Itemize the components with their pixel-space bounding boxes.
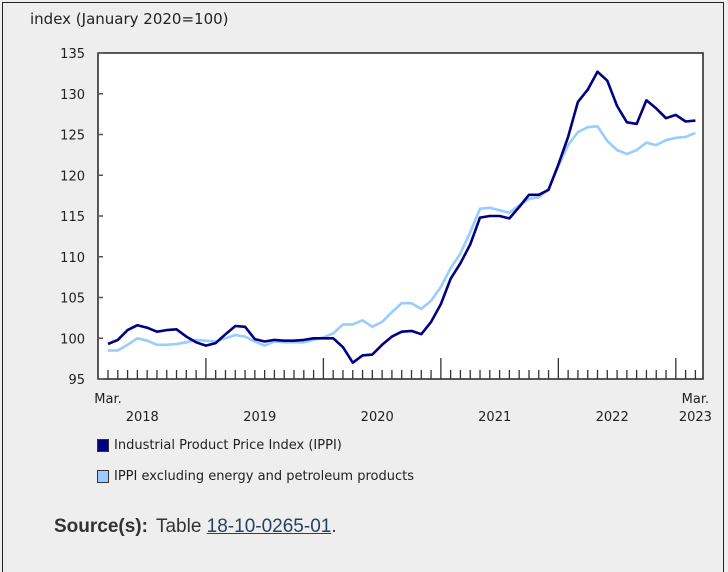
series-line-1 xyxy=(108,125,696,352)
x-year-label: 2021 xyxy=(478,410,511,425)
source-label: Source(s): xyxy=(54,516,148,537)
legend-label: IPPI excluding energy and petroleum prod… xyxy=(114,469,414,484)
y-tick-label: 100 xyxy=(60,332,85,347)
x-year-label: 2020 xyxy=(361,410,394,425)
legend-swatch-ippi-excl xyxy=(97,470,109,483)
source-note: Source(s): Table 18-10-0265-01. xyxy=(54,516,337,538)
y-tick-label: 110 xyxy=(60,251,85,266)
source-prefix: Table xyxy=(155,516,207,537)
legend-item-ippi: Industrial Product Price Index (IPPI) xyxy=(97,438,342,453)
x-month-label-end: Mar. xyxy=(682,392,709,407)
legend-swatch-ippi xyxy=(97,439,109,452)
y-tick-label: 130 xyxy=(60,88,85,103)
y-tick-label: 95 xyxy=(68,373,85,388)
source-table-link[interactable]: 18-10-0265-01 xyxy=(206,516,332,537)
y-tick-label: 135 xyxy=(60,47,85,62)
x-year-label: 2019 xyxy=(243,410,276,425)
source-suffix: . xyxy=(331,516,337,537)
legend-item-ippi-excl: IPPI excluding energy and petroleum prod… xyxy=(97,469,414,484)
y-tick-label: 105 xyxy=(60,292,85,307)
x-year-label: 2018 xyxy=(126,410,159,425)
y-tick-label: 115 xyxy=(60,210,85,225)
legend-label: Industrial Product Price Index (IPPI) xyxy=(114,438,342,453)
x-year-label: 2023 xyxy=(679,410,712,425)
y-tick-label: 125 xyxy=(60,129,85,144)
y-axis-title: index (January 2020=100) xyxy=(30,10,229,28)
x-year-label: 2022 xyxy=(596,410,629,425)
y-tick-label: 120 xyxy=(60,169,85,184)
series-line-0 xyxy=(107,70,696,365)
x-month-label-start: Mar. xyxy=(94,392,121,407)
plot-area xyxy=(97,52,704,380)
